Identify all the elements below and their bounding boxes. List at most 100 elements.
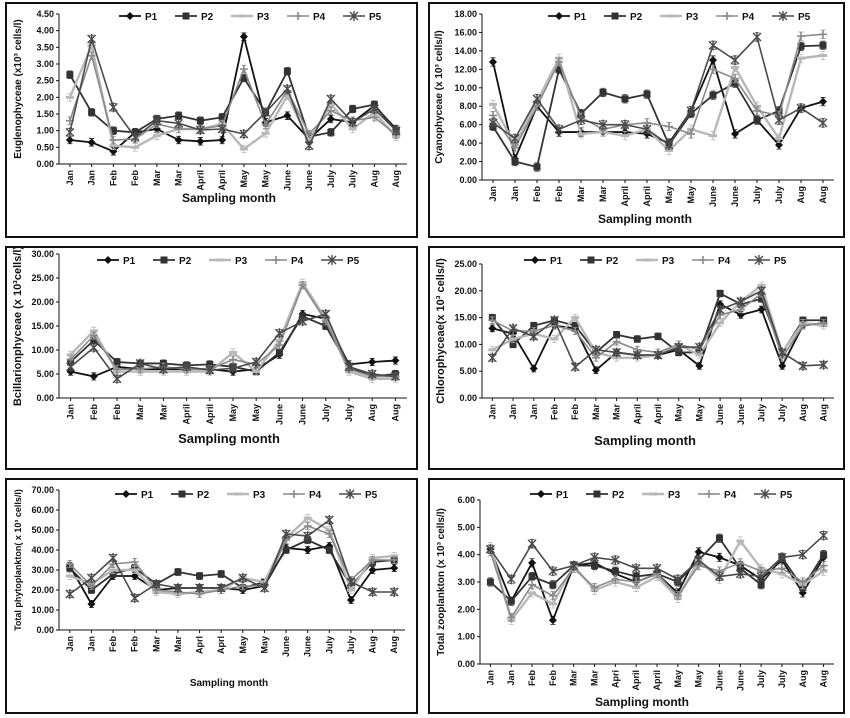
y-tick-label: 4.00: [36, 26, 54, 36]
data-point-P4: [709, 65, 717, 74]
x-tick-label: Aug: [389, 636, 399, 654]
y-tick-label: 0.00: [459, 393, 477, 403]
data-point-P2: [632, 573, 640, 581]
x-tick-label: Feb: [112, 404, 122, 421]
data-point-P5: [548, 566, 558, 577]
data-point-P3: [348, 127, 357, 131]
y-axis-label: Euglenophyceae (x10³ cells/l): [13, 19, 24, 159]
x-tick-label: July: [777, 404, 787, 422]
data-point-P5: [686, 105, 696, 116]
data-point-P5: [819, 359, 829, 370]
legend-marker: [649, 492, 657, 496]
series-P5: [485, 530, 829, 585]
data-point-P4: [687, 129, 695, 138]
data-point-P2: [775, 107, 783, 115]
legend-label: P1: [556, 490, 569, 501]
x-tick-label: May: [228, 404, 238, 422]
x-tick-label: July: [321, 404, 331, 422]
data-point-P5: [298, 316, 308, 327]
x-tick-label: June: [303, 636, 313, 657]
panel-total-zooplankton: 0.00 1.00 2.00 3.00 4.00 5.00 6.00 Jan Jan Feb Feb…: [428, 478, 845, 714]
y-tick-label: 4.00: [457, 550, 475, 560]
legend-label: P4: [313, 12, 326, 23]
data-point-P2: [633, 335, 641, 343]
x-tick-label: May: [673, 670, 683, 688]
x-tick-label: May: [694, 404, 704, 422]
legend-label: P1: [574, 12, 587, 23]
legend-marker: [705, 490, 713, 498]
y-tick-label: 5.00: [36, 369, 54, 379]
data-point-P5: [735, 568, 745, 579]
data-point-P2: [240, 74, 248, 82]
data-point-P2: [196, 572, 204, 580]
data-point-P4: [511, 143, 519, 152]
y-tick-label: 12.00: [454, 64, 477, 74]
data-point-P4: [612, 337, 621, 346]
data-point-P1: [391, 356, 400, 365]
x-tick-label: Jan: [488, 186, 498, 202]
series-P1: [486, 544, 828, 625]
data-point-P3: [261, 131, 270, 135]
data-point-P4: [798, 321, 807, 330]
data-point-P5: [508, 323, 518, 334]
x-tick-label: Mar: [151, 636, 161, 653]
data-point-P3: [275, 338, 284, 342]
data-point-P1: [731, 129, 739, 138]
x-tick-label: Jan: [506, 670, 516, 686]
data-point-P4: [370, 113, 379, 122]
data-point-P5: [65, 589, 75, 599]
data-point-P4: [113, 365, 121, 374]
data-point-P5: [777, 347, 787, 358]
data-point-P3: [229, 350, 237, 354]
data-point-P5: [66, 361, 76, 372]
legend-label: P3: [662, 256, 675, 267]
data-point-P3: [346, 588, 355, 592]
data-point-P2: [90, 336, 98, 344]
data-point-P5: [819, 530, 829, 541]
legend-label: P3: [235, 256, 248, 267]
data-point-P3: [87, 44, 96, 48]
legend-label: P3: [686, 12, 699, 23]
data-point-P2: [758, 295, 766, 303]
data-point-P4: [819, 318, 828, 327]
y-tick-label: 15.00: [31, 321, 54, 331]
data-point-P4: [798, 578, 807, 586]
data-point-P2: [621, 95, 629, 103]
data-point-P2: [753, 116, 761, 124]
y-tick-label: 10.00: [31, 345, 54, 355]
data-point-P3: [239, 147, 248, 151]
legend-label: P5: [347, 256, 360, 267]
data-point-P5: [653, 350, 663, 361]
data-point-P1: [196, 137, 205, 146]
data-point-P3: [303, 516, 312, 520]
data-point-P5: [529, 331, 539, 342]
series-line-P2: [69, 69, 397, 138]
series-line-P1: [69, 544, 395, 606]
y-tick-label: 0.50: [36, 142, 54, 152]
x-tick-label: April: [195, 170, 205, 191]
data-point-P5: [590, 552, 600, 563]
legend-label: P3: [668, 490, 681, 501]
data-point-P4: [665, 122, 673, 131]
data-point-P3: [731, 65, 739, 69]
legend-label: P4: [291, 256, 304, 267]
legend-label: P4: [742, 12, 755, 23]
data-point-P5: [369, 104, 379, 114]
y-tick-label: 2.00: [36, 92, 54, 102]
x-tick-label: Feb: [554, 186, 564, 203]
data-point-P5: [346, 577, 356, 587]
data-point-P1: [529, 364, 538, 373]
series-line-P3: [69, 516, 395, 596]
x-tick-label: July: [344, 404, 354, 422]
series-P5: [65, 515, 399, 603]
legend: P1 P2 P3 P4 P5: [524, 255, 787, 267]
data-point-P1: [87, 600, 96, 608]
x-tick-label: May: [239, 170, 249, 188]
legend-label: P5: [365, 490, 378, 501]
legend-marker: [760, 489, 770, 499]
data-point-P4: [819, 561, 828, 570]
x-tick-label: Feb: [548, 670, 558, 687]
data-point-P3: [550, 337, 559, 341]
data-point-P1: [152, 125, 161, 133]
x-tick-label: Jan: [86, 636, 96, 652]
